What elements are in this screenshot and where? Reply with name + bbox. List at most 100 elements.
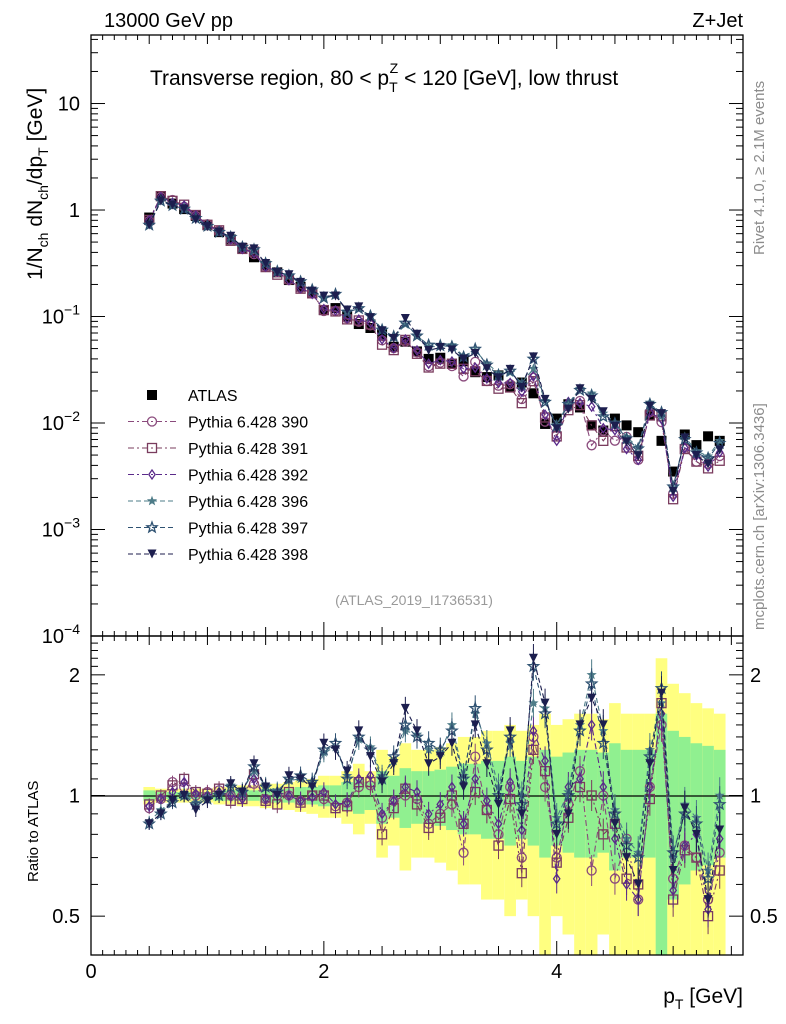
atlas-data-point [412,346,422,357]
series-398-point [598,407,608,417]
series-392-point [436,354,445,366]
series-397-point [596,409,611,423]
legend-marker-icon [147,549,157,559]
legend-marker-icon [145,520,159,534]
series-398-point [494,373,503,383]
series-398-ratio-point [296,774,306,784]
series-398-point [575,384,585,394]
series-392-ratio-point [529,725,538,737]
ratio-band-inner [539,749,551,858]
series-398-ratio-point [168,796,177,806]
series-392-point [529,370,538,382]
series-398-point [296,277,306,287]
y-tick-label: 10 [58,94,80,116]
series-398-ratio-line [148,658,721,900]
header-right: Z+Jet [692,10,743,32]
ratio-band-inner [655,713,668,955]
series-398-ratio-point [633,879,643,889]
ratio-band-inner [376,771,388,824]
series-398-point [459,354,469,364]
series-392-point [599,422,608,434]
series-398-point [587,394,597,404]
series-397-ratio-point [421,736,436,750]
series-392-point [634,454,643,466]
series-398-ratio-point [517,809,527,819]
series-398-ratio-point [552,829,562,839]
series-392-ratio-point [261,793,270,805]
series-392-point [424,358,433,370]
series-391-point [435,358,446,369]
series-398-point [168,200,177,210]
series-398-ratio-point [331,745,340,755]
series-396-point [400,319,411,329]
series-397-point [631,441,645,455]
series-391-point [446,358,458,369]
ratio-band-inner [574,749,586,858]
series-398-point [691,450,701,460]
series-398-point [400,314,410,324]
series-392-point [506,377,515,389]
series-392-ratio-point [482,795,491,807]
series-398-point [331,291,340,301]
series-392-ratio-point [250,773,258,785]
legend-item: Pythia 6.428 397 [128,520,308,538]
series-398-point [563,404,573,414]
series-391-ratio-point [586,790,597,801]
legend-label: Pythia 6.428 396 [188,494,308,511]
x-axis-label: pT [GeV] [663,985,743,1012]
atlas-data-point [656,435,667,446]
series-398-point [179,204,189,214]
y-tick-label: 10−2 [42,408,80,435]
series-398-point [272,267,282,277]
series-398-ratio-point [610,819,620,829]
series-398-ratio-point [470,720,480,730]
ratio-tick-label-right: 0.5 [750,906,778,928]
series-398-ratio-point [435,752,445,762]
series-392-ratio-point [378,808,387,820]
series-392-point [366,317,375,329]
series-398-point [470,348,480,358]
ratio-series [142,644,727,935]
ratio-tick-label-right: 1 [750,786,761,808]
series-398-point [610,421,620,431]
series-398-ratio-point [703,895,713,905]
series-396-point [528,363,539,374]
ratio-tick-label-left: 0.5 [52,906,80,928]
series-392-ratio-point [610,833,619,845]
series-398-ratio-point [226,779,236,789]
series-398-point [249,244,259,254]
series-398-ratio-point [715,825,725,835]
legend-item: Pythia 6.428 391 [128,441,308,458]
series-392-ratio-point [145,800,154,812]
series-398-point [191,215,201,225]
series-398-point [505,364,515,374]
series-397-point [712,435,727,450]
series-398-point [668,486,678,496]
series-396-point [516,377,527,387]
ratio-band-inner [620,749,633,858]
series-392-ratio-point [308,791,317,803]
atlas-data-point [691,440,702,451]
series-391-point [423,362,434,373]
analysis-id: (ATLAS_2019_I1736531) [335,592,493,608]
series-398-point [237,242,247,252]
series-392-ratio-point [552,873,561,885]
atlas-data-point [598,425,609,436]
series-392-ratio-point [622,878,631,891]
series-392-ratio-point [459,818,468,830]
series-392-ratio-point [354,773,363,785]
series-398-ratio-point [505,726,515,736]
series-398-point [715,445,725,455]
series-398-ratio-point [540,698,550,708]
y-tick-label: 10−1 [42,302,80,329]
series-398-point [657,409,666,419]
atlas-data-point [621,420,632,431]
series-398-ratio-point [237,787,247,797]
series-390-ratio-point [609,873,621,884]
series-392-point [401,333,410,346]
series-391-point [388,344,399,356]
legend-label: Pythia 6.428 391 [188,441,308,458]
series-398-point [354,302,364,312]
series-398-ratio-point [622,853,632,863]
series-392-ratio-point [517,824,526,836]
